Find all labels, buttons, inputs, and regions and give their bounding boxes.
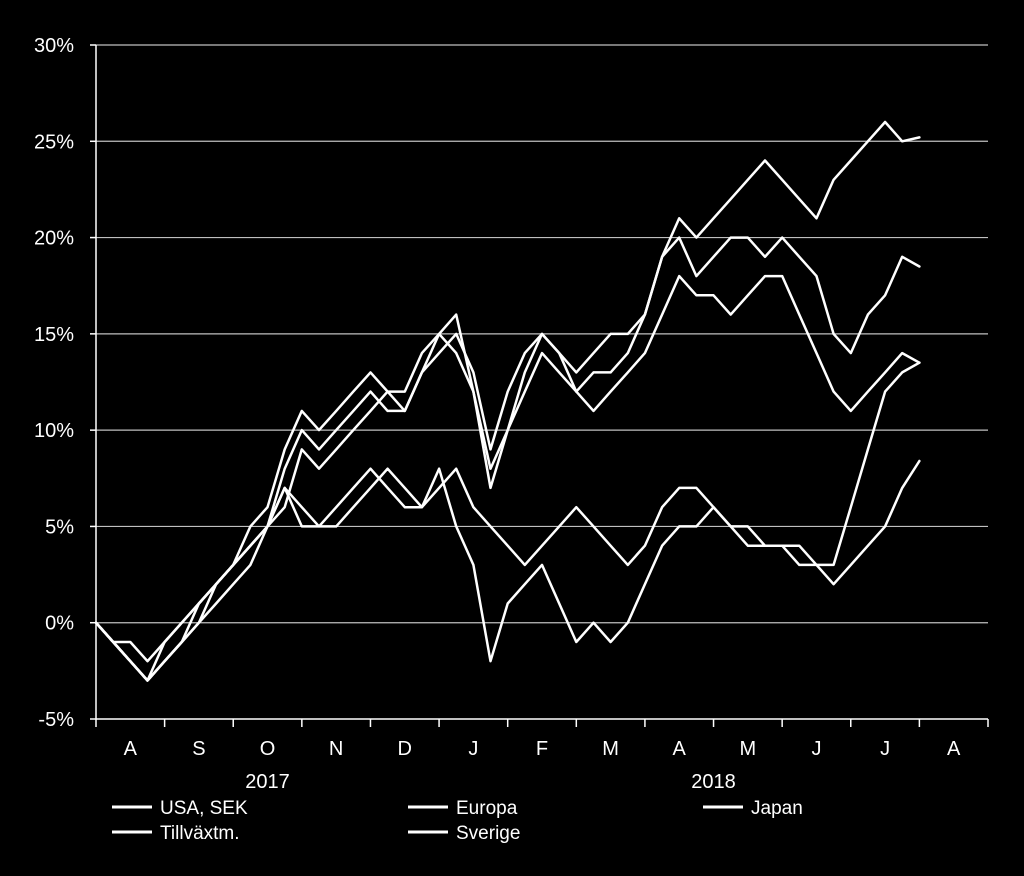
- legend: USA, SEK Europa Japan Tillväxtm. Sverige: [112, 798, 803, 844]
- y-tick-label: 10%: [34, 420, 74, 442]
- series-line-4: [94, 274, 921, 663]
- legend-item: USA, SEK: [112, 798, 248, 819]
- y-tick-label: 20%: [34, 228, 74, 250]
- axes: [95, 45, 989, 727]
- x-tick-label: M: [740, 738, 757, 760]
- year-label: 2018: [691, 771, 736, 793]
- legend-item: Sverige: [408, 823, 520, 844]
- legend-label: USA, SEK: [160, 798, 248, 819]
- x-tick-label: J: [468, 738, 478, 760]
- legend-label: Europa: [456, 798, 518, 819]
- gridlines: [90, 44, 988, 720]
- y-tick-label: 25%: [34, 131, 74, 153]
- legend-label: Tillväxtm.: [160, 823, 240, 844]
- legend-label: Sverige: [456, 823, 520, 844]
- y-tick-label: 0%: [45, 613, 74, 635]
- series-lines: [94, 120, 921, 682]
- year-label: 2017: [245, 771, 290, 793]
- x-tick-label: O: [260, 738, 276, 760]
- x-tick-label: J: [811, 738, 821, 760]
- legend-label: Japan: [751, 798, 803, 819]
- x-tick-label: J: [880, 738, 890, 760]
- x-tick-label: M: [602, 738, 619, 760]
- x-tick-label: A: [124, 738, 138, 760]
- year-labels: 2017 2018: [245, 771, 736, 793]
- x-tick-label: A: [673, 738, 687, 760]
- y-tick-labels: -5% 0% 5% 10% 15% 20% 25% 30%: [34, 35, 74, 731]
- legend-item: Japan: [703, 798, 803, 819]
- y-tick-label: 30%: [34, 35, 74, 57]
- x-tick-label: D: [398, 738, 412, 760]
- x-tick-label: A: [947, 738, 961, 760]
- y-tick-label: 15%: [34, 324, 74, 346]
- y-tick-label: -5%: [38, 709, 74, 731]
- y-tick-label: 5%: [45, 516, 74, 538]
- legend-item: Europa: [408, 798, 518, 819]
- legend-item: Tillväxtm.: [112, 823, 240, 844]
- x-tick-label: F: [536, 738, 548, 760]
- x-tick-label: N: [329, 738, 343, 760]
- series-line-5: [94, 361, 921, 682]
- x-tick-label: S: [192, 738, 205, 760]
